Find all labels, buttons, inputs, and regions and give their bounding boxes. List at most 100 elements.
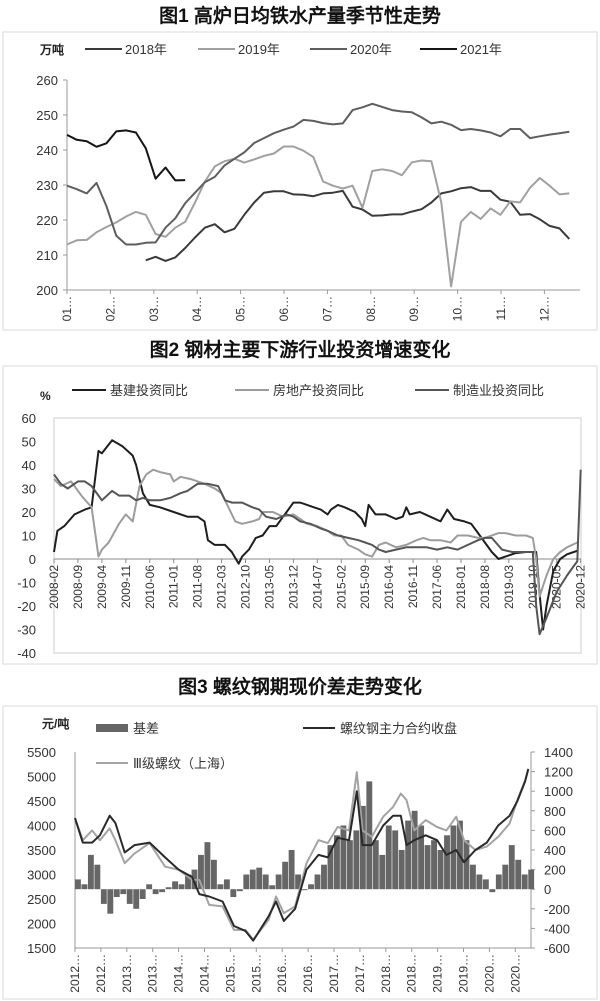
chart2-plot: -40 -30 -20 -10 0 10 20 30 40 50 60 2008-02 2008-09 2… (17, 383, 587, 661)
basis-bar (528, 869, 535, 890)
basis-bar (107, 889, 114, 914)
x-tick-label: 2019… (431, 954, 445, 993)
x-tick-label: 2018… (379, 954, 393, 993)
right-y-tick-label: 0 (544, 882, 551, 897)
chart1-plot: 200 210 220 230 240 250 260 01… 02… 03… 04… 05… 06… 0… (36, 42, 580, 321)
basis-bar (113, 889, 120, 898)
basis-bar (444, 835, 450, 890)
basis-bar (424, 845, 431, 890)
basis-bar (482, 879, 489, 890)
x-tick-label: 2015-02 (334, 565, 348, 609)
x-tick-label: 2008-02 (47, 565, 61, 609)
chart3-plot: 150020002500300035004000450050005500-600… (27, 721, 573, 993)
legend-label: 制造业投资同比 (453, 383, 544, 398)
plot-area (53, 417, 582, 654)
x-tick-label: 07… (320, 296, 334, 321)
basis-bar (469, 864, 476, 890)
y-tick-label: 20 (22, 505, 36, 520)
x-tick-label: 12… (537, 296, 551, 321)
basis-bar (392, 830, 399, 890)
right-y-tick-label: 800 (544, 804, 566, 819)
x-tick-label: 2015… (249, 954, 263, 993)
basis-bar (463, 840, 470, 890)
y-tick-label: 50 (22, 435, 36, 450)
basis-bar (198, 854, 204, 890)
x-tick-label: 2020… (482, 954, 496, 993)
basis-bar (502, 864, 509, 890)
basis-bar (210, 859, 217, 890)
futures-price-line (74, 768, 530, 942)
x-tick-label: 2016… (301, 954, 315, 993)
basis-bar (359, 805, 366, 890)
basis-bar (120, 889, 127, 895)
y-tick-label: -20 (17, 599, 36, 614)
left-y-tick-label: 3500 (27, 843, 56, 858)
basis-bar (126, 889, 133, 904)
left-y-tick-label: 1500 (27, 941, 56, 956)
x-tick-label: 2015… (223, 954, 237, 993)
left-y-tick-label: 4000 (27, 819, 56, 834)
x-tick-label: 2010-06 (143, 565, 157, 609)
y-tick-label: 230 (36, 178, 58, 193)
left-y-tick-label: 2000 (27, 917, 56, 932)
chart3-frame (2, 705, 598, 1000)
basis-bar (217, 884, 224, 890)
x-tick-label: 2009-04 (95, 565, 109, 609)
y-tick-label: -30 (17, 623, 36, 638)
basis-bar (230, 889, 237, 898)
x-tick-label: 11… (494, 296, 508, 320)
basis-bar (295, 874, 302, 890)
x-tick-label: 09… (407, 296, 421, 321)
series-line-制造业投资同比 (53, 469, 582, 636)
right-y-tick-label: 400 (544, 843, 566, 858)
right-y-tick-label: 1200 (544, 765, 573, 780)
left-y-tick-label: 5500 (27, 745, 56, 760)
chart3-ylabel: 元/吨 (42, 716, 69, 731)
x-tick-label: 2019… (457, 954, 471, 993)
legend-label-spot: Ⅲ级螺纹（上海） (133, 756, 233, 771)
y-tick-label: 10 (22, 529, 36, 544)
y-tick-label: 200 (36, 283, 58, 298)
basis-bar (450, 825, 457, 890)
basis-bar (243, 874, 250, 890)
x-tick-label: 02… (103, 296, 117, 321)
x-tick-label: 2012-10 (239, 565, 253, 609)
basis-bar (372, 840, 379, 890)
basis-bar (340, 825, 347, 890)
basis-bar (411, 810, 418, 890)
left-y-tick-label: 5000 (27, 770, 56, 785)
x-tick-label: 2011-01 (167, 565, 181, 608)
right-y-tick-label: -400 (544, 921, 570, 936)
basis-bar (405, 820, 412, 890)
x-tick-label: 2011-08 (191, 565, 205, 608)
series-line-2021年 (66, 129, 186, 182)
legend-label: 2020年 (350, 42, 392, 57)
chart2-title: 图2 钢材主要下游行业投资增速变化 (150, 338, 451, 361)
basis-bar (172, 881, 178, 890)
y-tick-label: 260 (36, 73, 58, 88)
left-y-tick-label: 3000 (27, 868, 56, 883)
legend-label: 2019年 (238, 42, 280, 57)
x-tick-label: 2016-11 (406, 565, 420, 608)
basis-bar (81, 884, 88, 890)
chart2-frame (2, 365, 598, 665)
x-tick-label: 2019-03 (502, 565, 516, 609)
right-y-tick-label: 600 (544, 823, 566, 838)
x-tick-label: 2016… (275, 954, 289, 993)
series-line-2018年 (145, 186, 571, 262)
basis-bar (178, 884, 185, 890)
y-tick-label: 60 (22, 411, 36, 426)
y-tick-label: 240 (36, 143, 58, 158)
basis-bar (256, 867, 263, 890)
basis-bar (269, 885, 276, 890)
x-tick-label: 2012… (68, 954, 82, 993)
right-y-tick-label: 1400 (544, 745, 573, 760)
x-tick-label: 03… (147, 296, 161, 321)
y-tick-label: 30 (22, 482, 36, 497)
x-tick-label: 2014-07 (310, 565, 324, 609)
basis-bar (133, 889, 140, 909)
x-tick-label: 2018-08 (478, 565, 492, 609)
x-tick-label: 2009-11 (119, 565, 133, 608)
x-tick-label: 05… (234, 296, 248, 321)
basis-bar (204, 842, 211, 890)
